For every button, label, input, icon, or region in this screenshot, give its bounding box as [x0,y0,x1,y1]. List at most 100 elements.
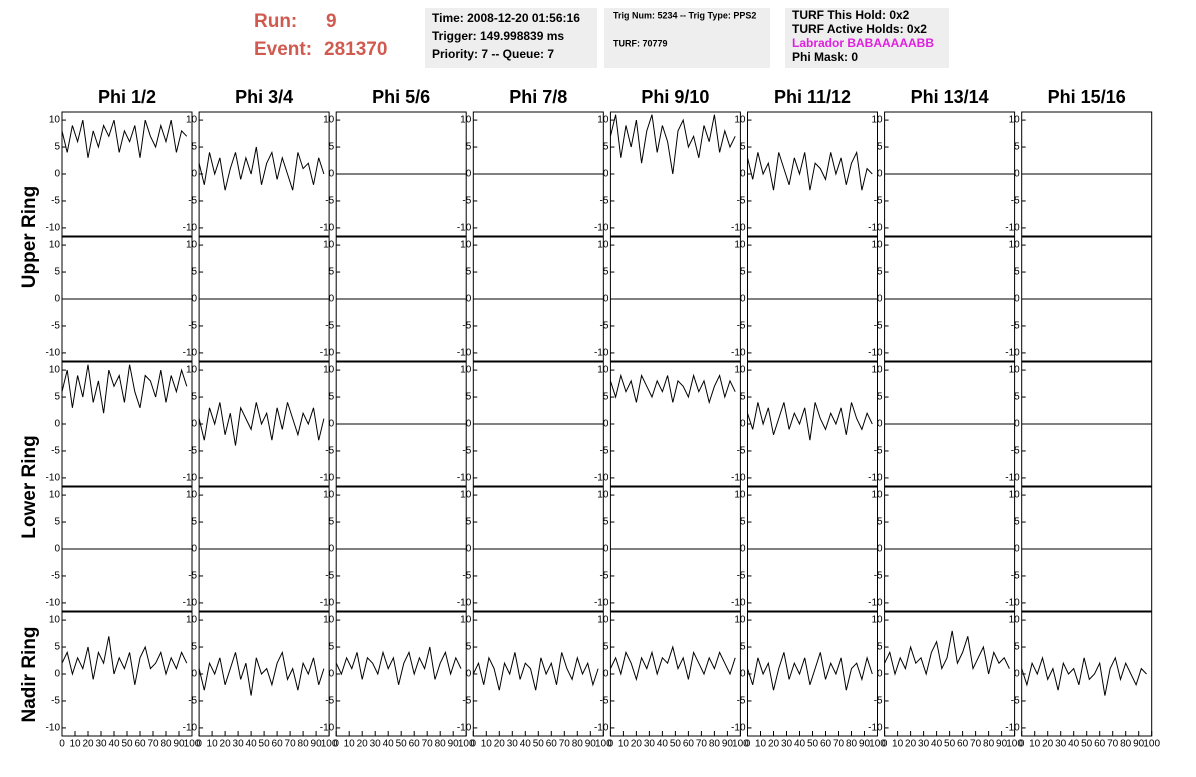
waveform [609,645,736,682]
y-tick-label: 10 [734,240,746,251]
x-tick-label: 20 [82,739,94,750]
y-tick-label: 10 [1009,115,1021,126]
y-tick-label: -10 [183,223,198,234]
y-tick-label: 5 [877,142,883,153]
y-tick-label: -5 [462,446,471,457]
y-tick-label: -10 [183,598,198,609]
x-tick-label: 10 [481,739,493,750]
x-tick-label: 40 [657,739,669,750]
y-tick-label: 5 [740,267,746,278]
column-title: Phi 7/8 [509,87,567,107]
y-tick-label: 0 [466,169,472,180]
y-tick-label: 5 [192,517,198,528]
x-tick-label: 10 [755,739,767,750]
y-tick-label: 5 [740,142,746,153]
y-tick-label: 0 [1014,169,1020,180]
waveform [61,119,188,158]
column-title: Phi 13/14 [911,87,989,107]
y-tick-label: -10 [46,598,61,609]
y-tick-label: 5 [329,267,335,278]
y-tick-label: 10 [49,240,61,251]
x-tick-label: 70 [1107,739,1119,750]
y-tick-label: 10 [871,240,883,251]
panel-frame [198,611,330,737]
y-tick-label: -5 [737,571,746,582]
y-tick-label: -10 [183,473,198,484]
y-tick-label: -5 [325,696,334,707]
y-tick-label: 0 [329,544,335,555]
trigger: Trigger: 149.998839 ms [432,29,564,43]
y-tick-label: 0 [54,169,60,180]
y-tick-label: 10 [734,615,746,626]
y-tick-label: 5 [466,392,472,403]
waveform [747,150,873,191]
y-tick-label: 5 [603,392,609,403]
y-tick-label: -10 [594,223,609,234]
y-tick-label: -10 [731,223,746,234]
y-tick-label: 0 [877,544,883,555]
y-tick-label: 10 [1009,615,1021,626]
y-tick-label: 5 [192,642,198,653]
x-tick-label: 0 [745,739,751,750]
labrador: Labrador BABAAAAABB [792,36,934,50]
x-tick-label: 90 [1133,739,1145,750]
y-tick-label: -5 [874,571,883,582]
x-tick-label: 40 [1068,739,1080,750]
y-tick-label: 5 [192,392,198,403]
y-tick-label: 5 [740,392,746,403]
y-tick-label: 10 [597,490,609,501]
x-tick-label: 10 [344,739,356,750]
waveform [472,652,599,691]
y-tick-label: 0 [603,544,609,555]
column-title: Phi 11/12 [774,87,851,107]
y-tick-label: 0 [740,544,746,555]
y-tick-label: 10 [460,615,472,626]
y-tick-label: 0 [192,169,198,180]
turf-box [785,8,949,68]
ring-title: Upper Ring [19,186,40,288]
waveform [198,650,325,696]
y-tick-label: -5 [1011,696,1020,707]
y-tick-label: -10 [46,723,61,734]
x-tick-label: 70 [559,739,571,750]
x-tick-label: 100 [869,739,886,750]
y-tick-label: -10 [457,598,472,609]
y-tick-label: 0 [1014,544,1020,555]
y-tick-label: -10 [183,348,198,359]
x-tick-label: 60 [134,739,146,750]
y-tick-label: 5 [329,642,335,653]
y-tick-label: 0 [603,169,609,180]
y-tick-label: -10 [1005,223,1020,234]
y-tick-label: 5 [740,642,746,653]
x-tick-label: 50 [533,739,545,750]
y-tick-label: 0 [877,169,883,180]
y-tick-label: 10 [49,365,61,376]
y-tick-label: 0 [329,294,335,305]
x-tick-label: 40 [383,739,395,750]
y-tick-label: -5 [325,571,334,582]
y-tick-label: -5 [325,446,334,457]
x-tick-label: 70 [147,739,159,750]
y-tick-label: 0 [329,169,335,180]
y-tick-label: -5 [188,321,197,332]
y-tick-label: 5 [740,517,746,528]
event-number: 281370 [324,39,387,60]
panel-frame [884,611,1016,737]
waveform [609,373,736,405]
x-tick-label: 50 [121,739,133,750]
y-tick-label: -5 [51,696,60,707]
waveform [198,402,325,446]
y-tick-label: -10 [731,598,746,609]
panel-frame [747,611,878,737]
y-tick-label: 5 [603,517,609,528]
y-tick-label: -10 [594,473,609,484]
x-tick-label: 20 [905,739,917,750]
x-tick-label: 40 [931,739,943,750]
y-tick-label: 10 [871,615,883,626]
phi-mask: Phi Mask: 0 [792,50,858,64]
y-tick-label: 10 [186,240,198,251]
x-tick-label: 90 [722,739,734,750]
x-tick-label: 100 [732,739,749,750]
y-tick-label: -5 [51,446,60,457]
y-tick-label: -10 [320,348,335,359]
